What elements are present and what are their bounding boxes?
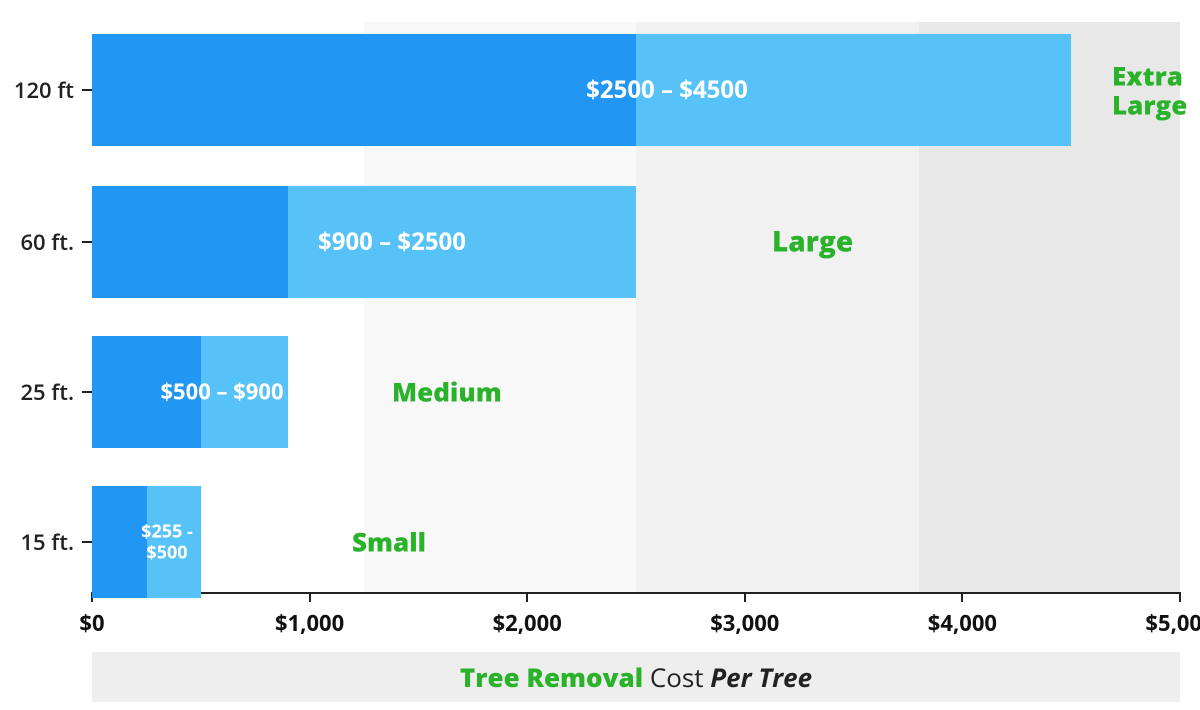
bar-range-text: $255 - $500	[141, 521, 193, 562]
x-tick-label: $2,000	[493, 608, 562, 638]
cost-range-bar: $900 – $2500	[92, 186, 636, 298]
y-axis-label: 120 ft	[14, 75, 74, 105]
bar-range-text: $500 – $900	[160, 379, 283, 404]
chart-title: Tree Removal Cost Per Tree	[460, 659, 812, 695]
y-axis-label: 25 ft.	[20, 377, 74, 407]
bar-low-segment	[92, 34, 636, 146]
x-tick	[526, 592, 528, 602]
title-part: Tree Removal	[460, 659, 643, 695]
category-label: Small	[352, 528, 426, 557]
x-tick	[309, 592, 311, 602]
x-tick-label: $0	[79, 608, 104, 638]
y-tick	[82, 89, 92, 91]
x-tick	[744, 592, 746, 602]
x-tick-label: $4,000	[928, 608, 997, 638]
cost-range-bar: $2500 – $4500	[92, 34, 1071, 146]
chart-title-bar: Tree Removal Cost Per Tree	[92, 652, 1180, 702]
y-tick	[82, 391, 92, 393]
x-tick	[1179, 592, 1181, 602]
x-tick-label: $1,000	[275, 608, 344, 638]
x-tick	[961, 592, 963, 602]
title-part: Cost	[643, 659, 710, 695]
plot-area: $0$1,000$2,000$3,000$4,000$5,00015 ft.$2…	[92, 22, 1180, 592]
bar-low-segment	[92, 186, 288, 298]
bar-range-text: $2500 – $4500	[586, 76, 748, 104]
category-label: Extra Large	[1112, 61, 1187, 118]
tree-removal-cost-chart: $0 $1,000 $2,000 $3,000 $4,000 $5,000 15 ft. $2…	[0, 0, 1200, 710]
y-tick	[82, 241, 92, 243]
bar-low-segment	[92, 486, 147, 598]
category-label: Large	[772, 227, 853, 258]
y-tick	[82, 541, 92, 543]
x-tick-label: $5,000	[1145, 608, 1200, 638]
cost-range-bar: $500 – $900	[92, 336, 288, 448]
category-label: Medium	[392, 378, 502, 407]
title-part: Per Tree	[710, 659, 812, 695]
cost-range-bar: $255 - $500	[92, 486, 201, 598]
bar-range-text: $900 – $2500	[318, 228, 466, 256]
y-axis-label: 15 ft.	[20, 527, 74, 557]
y-axis-label: 60 ft.	[20, 227, 74, 257]
x-axis	[92, 592, 1180, 594]
x-tick-label: $3,000	[710, 608, 779, 638]
